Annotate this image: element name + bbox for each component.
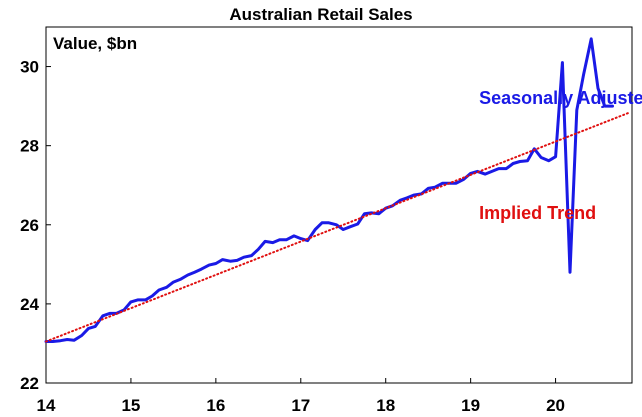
series-annotation: Implied Trend: [479, 203, 596, 223]
x-tick-label: 17: [291, 396, 310, 415]
y-tick-label: 24: [20, 295, 39, 314]
x-tick-label: 19: [461, 396, 480, 415]
y-tick-label: 30: [20, 58, 39, 77]
y-tick-label: 22: [20, 374, 39, 393]
x-tick-label: 15: [121, 396, 140, 415]
plot-frame: [45, 26, 633, 384]
y-tick-label: 28: [20, 137, 39, 156]
series-layer: [44, 37, 629, 343]
trend-line: [45, 112, 629, 343]
x-tick-label: 20: [546, 396, 565, 415]
x-tick-label: 18: [376, 396, 395, 415]
y-tick-label: 26: [20, 216, 39, 235]
series-annotation: Seasonally Adjusted: [479, 88, 642, 108]
annotation-layer: Seasonally Adjusted Implied Trend: [479, 88, 642, 223]
x-axis: 14 15 16 17 18 19 20: [37, 378, 565, 415]
y-axis-label: Value, $bn: [53, 34, 137, 53]
y-axis: 22 24 26 28 30: [20, 58, 51, 393]
series-line: [44, 37, 614, 343]
x-tick-label: 16: [206, 396, 225, 415]
chart-title: Australian Retail Sales: [229, 5, 412, 24]
x-tick-label: 14: [37, 396, 56, 415]
